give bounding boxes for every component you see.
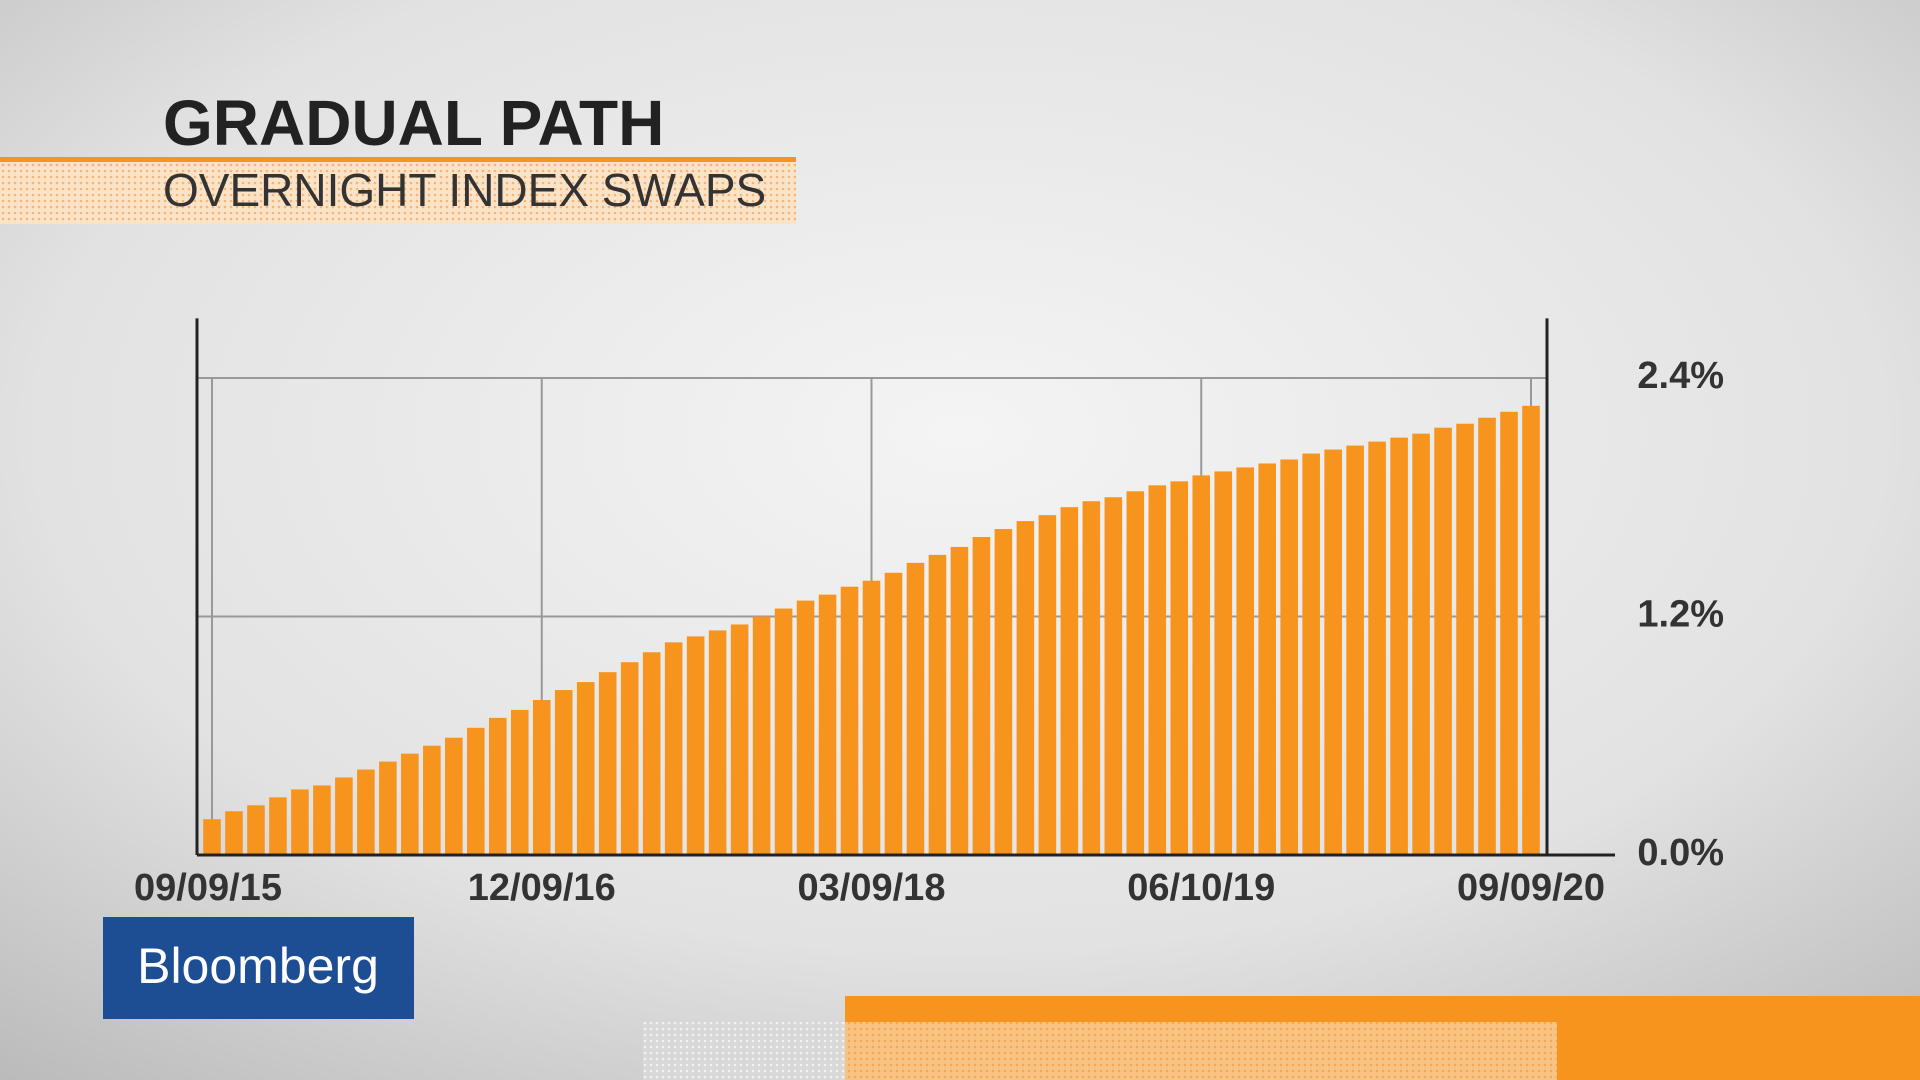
bar (1390, 437, 1408, 855)
bar (1434, 427, 1452, 855)
bar (1060, 507, 1079, 855)
bar (950, 546, 969, 855)
bar (1148, 485, 1167, 855)
bar (620, 662, 639, 855)
bar (598, 672, 617, 855)
bar (1170, 481, 1189, 855)
bar (313, 785, 331, 855)
bar (357, 769, 375, 855)
bar (1082, 501, 1101, 855)
x-tick-label: 09/09/15 (134, 867, 282, 909)
y-tick-label: 2.4% (1637, 355, 1724, 397)
bar (994, 529, 1013, 855)
bar (796, 600, 815, 855)
bar (1214, 471, 1233, 855)
bar (445, 737, 463, 855)
bar (532, 699, 551, 855)
x-tick-label: 12/09/16 (468, 867, 616, 909)
footer-pattern (845, 1022, 1557, 1080)
bar (1456, 423, 1474, 855)
bar (1280, 459, 1298, 855)
chart-subtitle: OVERNIGHT INDEX SWAPS (163, 164, 766, 216)
bar (247, 805, 265, 855)
bar (686, 636, 705, 855)
bar (467, 727, 485, 855)
bar (554, 690, 573, 855)
bar (664, 642, 683, 855)
bar (1522, 405, 1540, 855)
bar (840, 586, 859, 855)
bar (1324, 449, 1342, 855)
bar (906, 562, 925, 855)
bar (1016, 521, 1035, 855)
bar (752, 616, 771, 855)
bar (291, 789, 309, 855)
x-tick-label: 09/09/20 (1457, 867, 1605, 909)
y-tick-label: 1.2% (1637, 594, 1724, 636)
bar (972, 537, 991, 855)
bar (1192, 475, 1211, 855)
y-tick-label: 0.0% (1637, 832, 1724, 874)
bar (269, 797, 287, 855)
bar (1258, 463, 1276, 855)
bar (708, 630, 727, 855)
bar (1368, 441, 1386, 855)
title-rule (0, 157, 796, 162)
x-tick-label: 06/10/19 (1127, 867, 1275, 909)
logo: Bloomberg (137, 938, 379, 994)
bar (203, 819, 221, 855)
bar (1346, 445, 1364, 855)
bar (884, 572, 903, 855)
chart-title: GRADUAL PATH (163, 87, 664, 159)
bar (423, 745, 441, 855)
bar (862, 580, 881, 855)
bar (335, 777, 353, 855)
bar (1126, 491, 1145, 855)
bar (1478, 417, 1496, 855)
bar (576, 682, 595, 855)
bar (1104, 497, 1123, 855)
bar (774, 608, 793, 855)
bar (1236, 467, 1255, 855)
bar (1038, 515, 1057, 855)
bar (818, 594, 837, 855)
bar (1412, 433, 1430, 855)
bar (510, 709, 529, 855)
subtitle-band (0, 162, 796, 224)
bar (1500, 411, 1518, 855)
logo-box (103, 917, 414, 1019)
bar (730, 624, 749, 855)
bar (1302, 453, 1320, 855)
bar (642, 652, 661, 855)
bar (488, 717, 507, 855)
bar (928, 554, 947, 855)
bar (225, 811, 243, 855)
bar (401, 753, 419, 855)
plot-area: 0.0% 1.2% 2.4% 09/09/15 12/09/16 03/09/18 06/1… (134, 318, 1724, 909)
bar (379, 761, 397, 855)
x-tick-label: 03/09/18 (798, 867, 946, 909)
